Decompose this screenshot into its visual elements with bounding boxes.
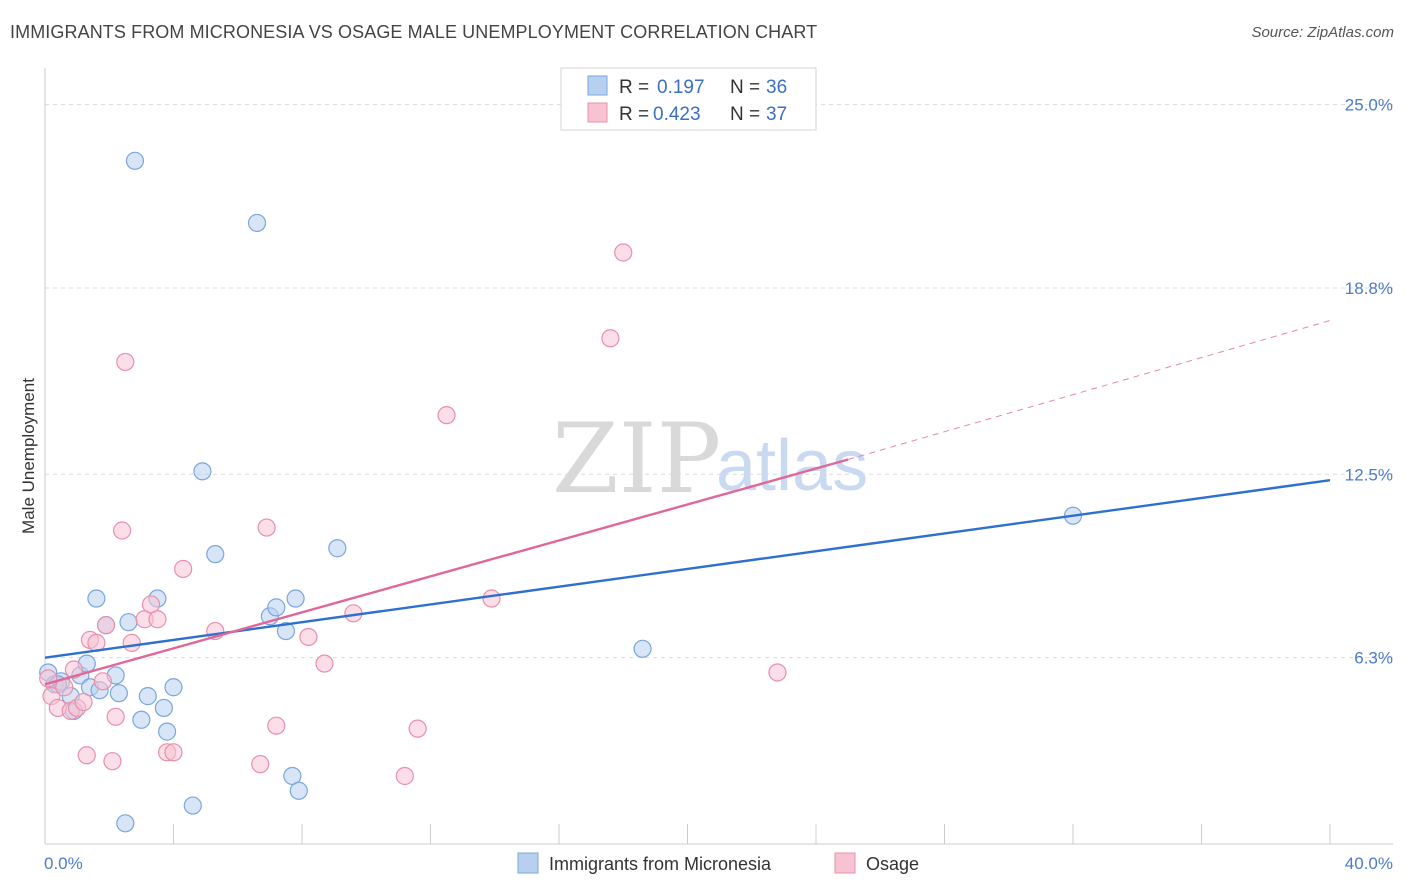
micronesia-point-12 bbox=[109, 684, 128, 703]
trend-layer bbox=[44, 320, 1331, 686]
osage-point-16 bbox=[116, 352, 135, 372]
x-tick-labels: 0.0% 40.0% bbox=[44, 854, 1393, 873]
legend-n-value-pink: 37 bbox=[766, 104, 787, 125]
legend-r-label-pink: R = bbox=[619, 104, 649, 125]
micronesia-point-31 bbox=[328, 539, 347, 558]
osage-point-34 bbox=[482, 589, 501, 608]
micronesia-point-18 bbox=[154, 698, 173, 718]
micronesia-point-32 bbox=[116, 814, 135, 833]
y-tick-label-2: 18.8% bbox=[1345, 279, 1393, 298]
bottom-legend-label-blue: Immigrants from Micronesia bbox=[549, 854, 772, 874]
osage-point-31 bbox=[395, 766, 414, 786]
osage-point-13 bbox=[103, 752, 122, 771]
osage-point-20 bbox=[148, 610, 167, 629]
axis-layer bbox=[44, 68, 1393, 845]
micronesia-point-27 bbox=[276, 621, 296, 641]
osage-point-15 bbox=[112, 521, 132, 540]
osage-point-22 bbox=[164, 743, 183, 762]
legend-swatch-blue bbox=[587, 75, 608, 96]
osage-point-12 bbox=[96, 616, 116, 635]
micronesia-point-22 bbox=[193, 462, 212, 481]
micronesia-point-19 bbox=[157, 722, 177, 741]
y-tick-label-0: 6.3% bbox=[1354, 649, 1393, 668]
micronesia-point-8 bbox=[87, 589, 106, 608]
legend-box: R = 0.197 N = 36 R = 0.423 N = 37 bbox=[560, 67, 817, 131]
micronesia-point-20 bbox=[164, 678, 183, 697]
y-axis-label: Male Unemployment bbox=[19, 378, 38, 534]
osage-point-25 bbox=[251, 755, 270, 774]
osage-point-33 bbox=[437, 406, 456, 425]
trend-line-osage bbox=[44, 458, 849, 686]
osage-far-point-0 bbox=[768, 663, 787, 682]
micronesia-point-21 bbox=[183, 796, 202, 815]
y-tick-label-1: 12.5% bbox=[1345, 465, 1393, 484]
micronesia-point-26 bbox=[267, 598, 286, 617]
osage-point-14 bbox=[106, 707, 125, 726]
legend-r-value-blue: 0.197 bbox=[657, 77, 705, 98]
micronesia-point-29 bbox=[286, 589, 305, 608]
osage-point-28 bbox=[299, 627, 318, 647]
osage-point-11 bbox=[93, 672, 112, 691]
bottom-legend-swatch-pink bbox=[834, 852, 856, 874]
osage-point-32 bbox=[408, 719, 427, 738]
watermark-atlas: atlas bbox=[716, 426, 868, 506]
osage-point-23 bbox=[174, 559, 193, 579]
x-tick-label-0: 0.0% bbox=[44, 854, 83, 873]
trend-line-osage-extension bbox=[847, 320, 1331, 461]
osage-point-17 bbox=[122, 633, 141, 652]
legend-n-label-blue: N = bbox=[730, 77, 760, 98]
bottom-legend-label-pink: Osage bbox=[866, 854, 919, 874]
micronesia-point-14 bbox=[125, 151, 145, 170]
osage-point-7 bbox=[74, 692, 93, 712]
micronesia-point-30 bbox=[289, 781, 308, 800]
legend-r-label-blue: R = bbox=[619, 77, 649, 98]
series-osage-points bbox=[39, 243, 787, 786]
bottom-legend-swatch-blue bbox=[517, 852, 539, 874]
osage-point-8 bbox=[77, 746, 96, 765]
source-label: Source: ZipAtlas.com bbox=[1251, 24, 1394, 41]
chart-title: IMMIGRANTS FROM MICRONESIA VS OSAGE MALE… bbox=[10, 22, 818, 42]
osage-point-26 bbox=[257, 518, 276, 537]
osage-point-27 bbox=[267, 716, 286, 735]
osage-point-29 bbox=[315, 654, 334, 673]
micronesia-point-16 bbox=[138, 687, 157, 706]
osage-point-5 bbox=[64, 660, 84, 679]
osage-point-35 bbox=[601, 329, 620, 348]
micronesia-point-24 bbox=[247, 213, 267, 233]
trend-line-micronesia bbox=[44, 479, 1331, 659]
micronesia-point-33 bbox=[633, 639, 652, 658]
bottom-legend: Immigrants from Micronesia Osage bbox=[517, 852, 919, 874]
micronesia-point-13 bbox=[119, 613, 138, 632]
legend-n-label-pink: N = bbox=[730, 104, 760, 125]
legend-swatch-pink bbox=[587, 102, 608, 123]
micronesia-point-15 bbox=[132, 710, 151, 729]
y-tick-label-3: 25.0% bbox=[1345, 96, 1393, 115]
micronesia-point-23 bbox=[206, 545, 225, 564]
grid-layer bbox=[45, 104, 1393, 659]
x-tick-label-1: 40.0% bbox=[1345, 854, 1393, 873]
y-tick-labels: 6.3% 12.5% 18.8% 25.0% bbox=[1345, 96, 1393, 668]
osage-point-36 bbox=[614, 243, 633, 262]
legend-n-value-blue: 36 bbox=[766, 77, 787, 98]
watermark-zip: ZIP bbox=[552, 403, 721, 515]
legend-r-value-pink: 0.423 bbox=[653, 104, 701, 125]
